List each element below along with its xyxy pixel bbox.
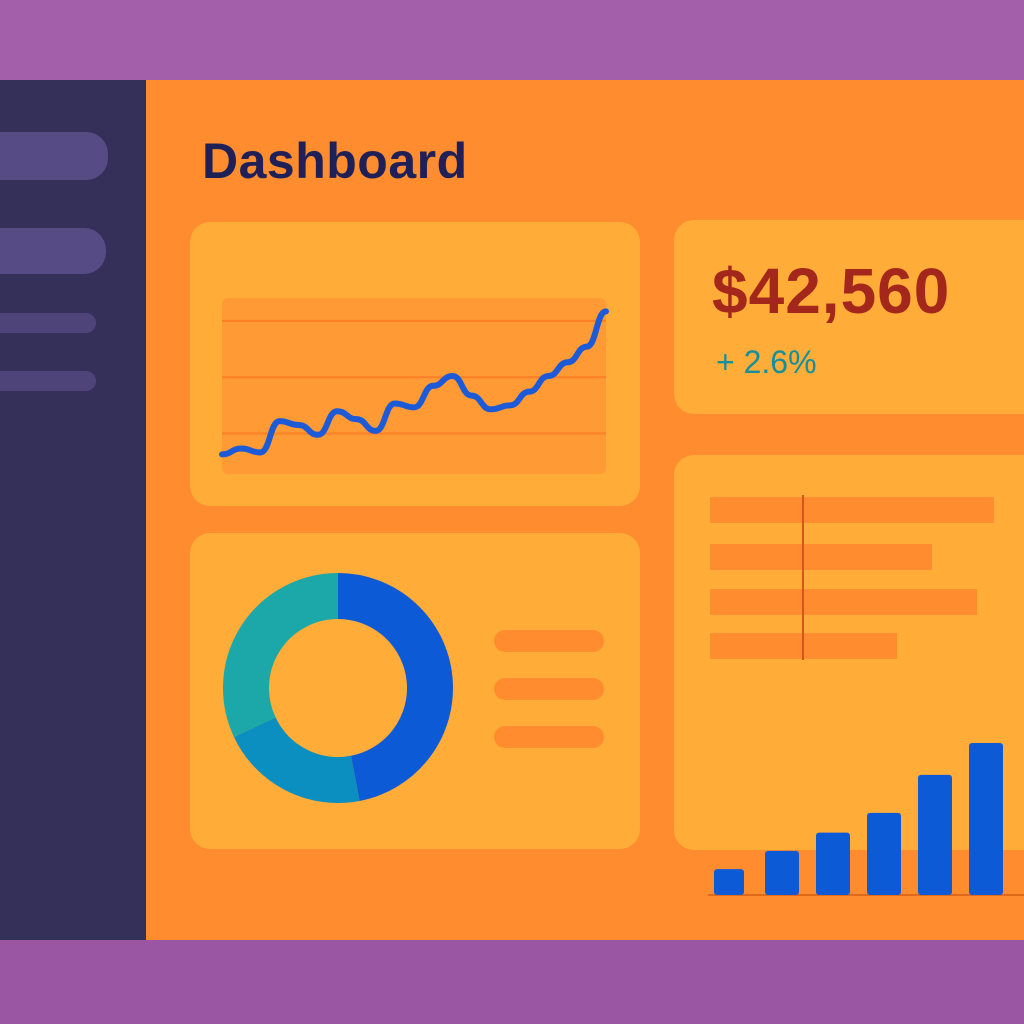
window-frame-bottom	[0, 940, 1024, 1024]
legend-placeholder-line	[494, 726, 604, 748]
bar	[765, 850, 799, 895]
bar	[918, 774, 952, 895]
page-title: Dashboard	[202, 133, 468, 189]
kpi-card[interactable]: $42,560 + 2.6%	[674, 220, 1024, 414]
horizontal-bar	[710, 589, 977, 615]
donut-slice	[337, 573, 453, 801]
main-content: Dashboard $42,560 + 2.6%	[146, 80, 1024, 940]
window-frame-top	[0, 0, 1024, 80]
series-line	[219, 308, 609, 458]
kpi-value: $42,560	[712, 255, 951, 327]
sidebar-item-2[interactable]	[0, 228, 106, 274]
plot-area	[222, 298, 606, 474]
bar	[816, 832, 850, 895]
line-chart-card[interactable]	[190, 222, 640, 506]
horizontal-bar	[710, 544, 932, 570]
bar	[714, 869, 744, 895]
donut-slice	[233, 716, 360, 803]
donut-slice	[223, 573, 339, 737]
bar	[867, 812, 901, 895]
donut-chart	[223, 573, 453, 803]
vertical-bar-chart	[708, 495, 1024, 896]
donut-chart-card[interactable]	[190, 533, 640, 849]
sidebar-item-4[interactable]	[0, 371, 96, 391]
horizontal-bar	[710, 497, 994, 523]
sidebar-item-1[interactable]	[0, 132, 108, 180]
sidebar-item-3[interactable]	[0, 313, 96, 333]
legend-placeholder-line	[494, 678, 604, 700]
bar-chart-card[interactable]	[674, 455, 1024, 896]
legend-placeholder-line	[494, 630, 604, 652]
kpi-delta: + 2.6%	[716, 344, 817, 380]
bar	[969, 743, 1003, 895]
line-chart	[219, 298, 609, 474]
sidebar	[0, 80, 146, 940]
